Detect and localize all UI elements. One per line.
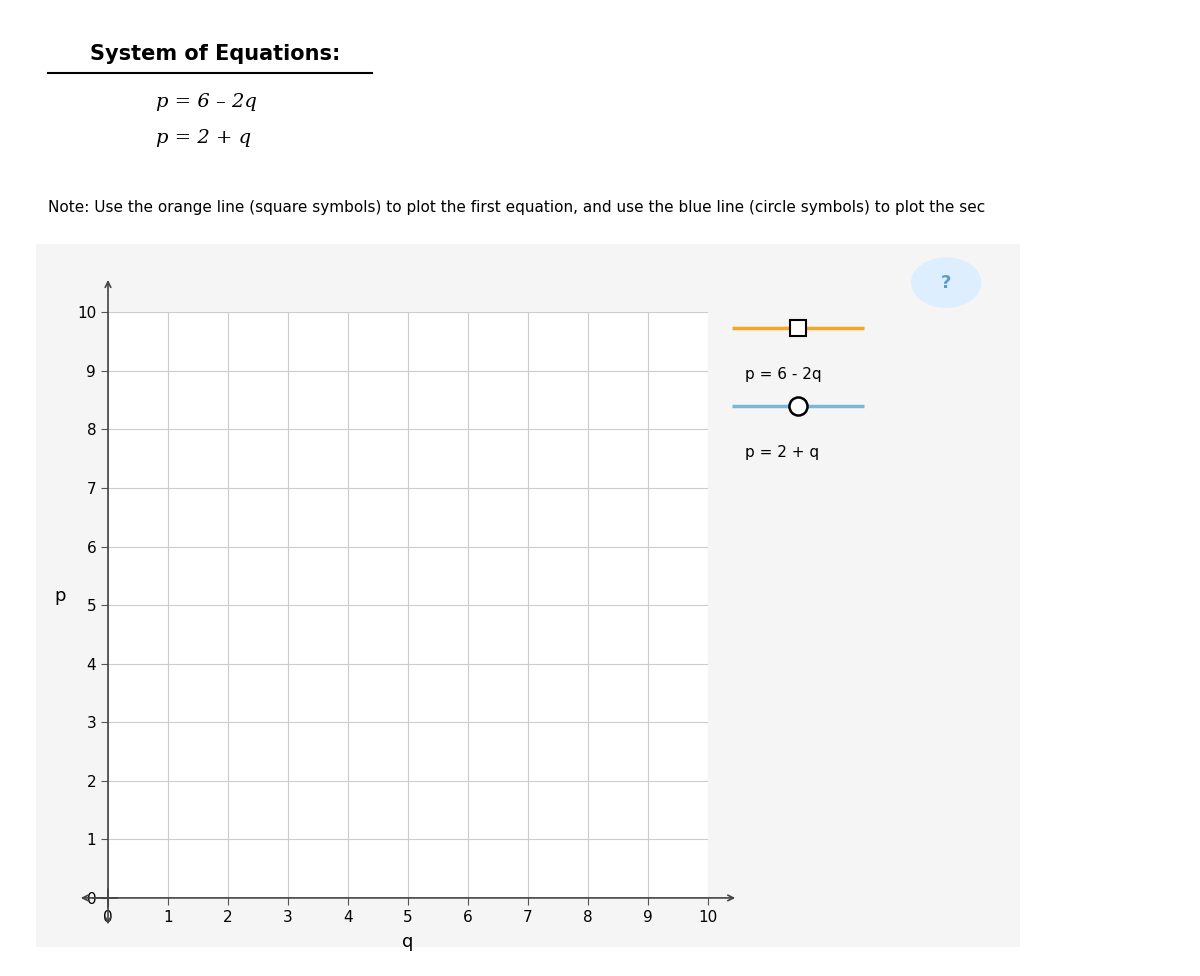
X-axis label: q: q <box>402 933 414 951</box>
Text: p = 2 + q: p = 2 + q <box>156 129 251 146</box>
Text: Note: Use the orange line (square symbols) to plot the first equation, and use t: Note: Use the orange line (square symbol… <box>48 200 985 215</box>
Y-axis label: p: p <box>54 588 66 605</box>
Text: p = 6 – 2q: p = 6 – 2q <box>156 93 257 110</box>
Text: ?: ? <box>941 273 952 292</box>
Text: System of Equations:: System of Equations: <box>90 44 341 63</box>
Circle shape <box>912 258 980 307</box>
Text: p = 2 + q: p = 2 + q <box>745 445 820 460</box>
FancyBboxPatch shape <box>22 233 1034 957</box>
Text: p = 6 - 2q: p = 6 - 2q <box>745 367 822 382</box>
